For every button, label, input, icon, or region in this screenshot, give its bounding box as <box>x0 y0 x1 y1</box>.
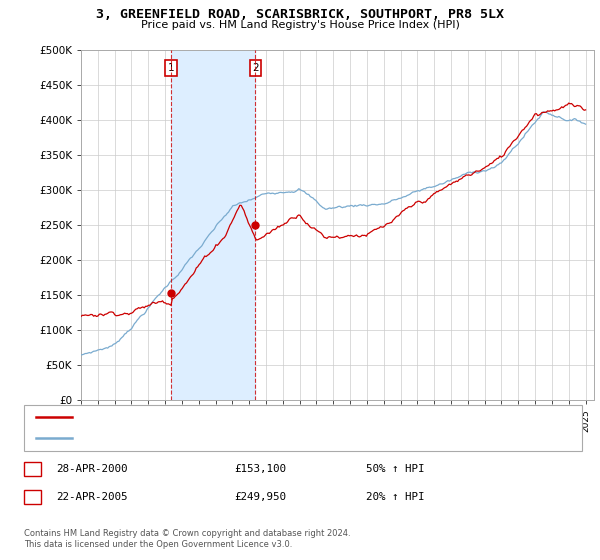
Text: 50% ↑ HPI: 50% ↑ HPI <box>366 464 425 474</box>
Text: 28-APR-2000: 28-APR-2000 <box>56 464 127 474</box>
Text: 1: 1 <box>167 63 174 73</box>
Text: 2: 2 <box>29 492 36 502</box>
Text: 3, GREENFIELD ROAD, SCARISBRICK, SOUTHPORT, PR8 5LX (detached house): 3, GREENFIELD ROAD, SCARISBRICK, SOUTHPO… <box>78 413 469 422</box>
Bar <box>170 50 256 400</box>
Text: 3, GREENFIELD ROAD, SCARISBRICK, SOUTHPORT, PR8 5LX: 3, GREENFIELD ROAD, SCARISBRICK, SOUTHPO… <box>96 8 504 21</box>
Text: 2: 2 <box>252 63 259 73</box>
Text: HPI: Average price, detached house, West Lancashire: HPI: Average price, detached house, West… <box>78 434 371 443</box>
Text: Contains HM Land Registry data © Crown copyright and database right 2024.
This d: Contains HM Land Registry data © Crown c… <box>24 529 350 549</box>
Text: £153,100: £153,100 <box>234 464 286 474</box>
Text: Price paid vs. HM Land Registry's House Price Index (HPI): Price paid vs. HM Land Registry's House … <box>140 20 460 30</box>
Text: 22-APR-2005: 22-APR-2005 <box>56 492 127 502</box>
Text: 20% ↑ HPI: 20% ↑ HPI <box>366 492 425 502</box>
Text: 1: 1 <box>29 464 36 474</box>
Text: £249,950: £249,950 <box>234 492 286 502</box>
